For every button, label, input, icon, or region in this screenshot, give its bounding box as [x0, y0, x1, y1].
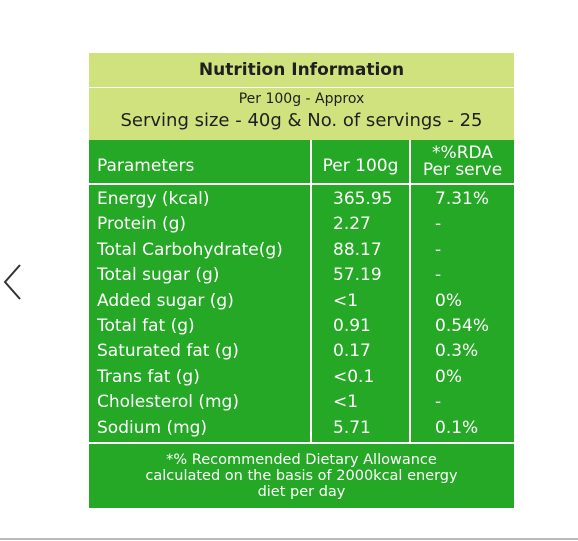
- table-body: [89, 140, 514, 443]
- row-per100g: 365.95: [333, 189, 393, 209]
- footnote-line: calculated on the basis of 2000kcal ener…: [145, 468, 458, 484]
- header-rda-serve: Per serve: [422, 160, 503, 180]
- row-parameter: Sodium (mg): [97, 417, 208, 438]
- row-rda: 0%: [435, 290, 462, 311]
- row-parameter: Total fat (g): [97, 316, 195, 336]
- column-divider: [310, 140, 312, 443]
- title: Nutrition Information: [198, 60, 405, 80]
- chevron-shape: [3, 264, 21, 300]
- row-per100g: <1: [333, 392, 359, 413]
- header-parameters: Parameters: [97, 156, 195, 176]
- header-rda: *%RDA: [432, 143, 493, 163]
- row-per100g: 0.91: [333, 316, 371, 336]
- subtitle: Per 100g - Approx: [238, 91, 365, 107]
- row-per100g: 2.27: [333, 214, 371, 235]
- footnote-line: *% Recommended Dietary Allowance: [166, 452, 437, 468]
- row-parameter: Total Carbohydrate(g): [97, 239, 283, 260]
- footer-band: [89, 444, 514, 508]
- row-per100g: 5.71: [333, 417, 371, 438]
- row-parameter: Protein (g): [97, 214, 187, 235]
- column-divider: [409, 140, 411, 443]
- row-per100g: 0.17: [333, 341, 371, 362]
- footer-divider: [89, 442, 514, 444]
- back-chevron[interactable]: [0, 262, 24, 302]
- row-per100g: 57.19: [333, 265, 382, 286]
- header-per100g: Per 100g: [322, 156, 399, 176]
- row-rda: -: [435, 239, 442, 260]
- header-divider: [89, 183, 514, 185]
- row-parameter: Cholesterol (mg): [97, 392, 239, 413]
- bottom-rule: [0, 538, 578, 540]
- row-parameter: Trans fat (g): [97, 366, 200, 387]
- subtitle-band: [89, 88, 514, 140]
- row-per100g: <1: [333, 290, 359, 311]
- row-parameter: Saturated fat (g): [97, 341, 239, 362]
- row-rda: -: [435, 392, 442, 413]
- row-rda: 0.3%: [435, 341, 479, 362]
- row-parameter: Energy (kcal): [97, 189, 210, 209]
- serving-info: Serving size - 40g & No. of servings - 2…: [120, 110, 483, 131]
- row-rda: -: [435, 214, 442, 235]
- row-per100g: <0.1: [333, 366, 375, 387]
- title-band: [89, 53, 514, 87]
- row-rda: 7.31%: [435, 189, 490, 209]
- footnote-line: diet per day: [257, 484, 346, 500]
- row-parameter: Added sugar (g): [97, 290, 234, 311]
- row-parameter: Total sugar (g): [97, 265, 220, 286]
- row-rda: 0.1%: [435, 417, 479, 438]
- row-per100g: 88.17: [333, 239, 382, 260]
- row-rda: -: [435, 265, 442, 286]
- row-rda: 0%: [435, 366, 462, 387]
- row-rda: 0.54%: [435, 316, 490, 336]
